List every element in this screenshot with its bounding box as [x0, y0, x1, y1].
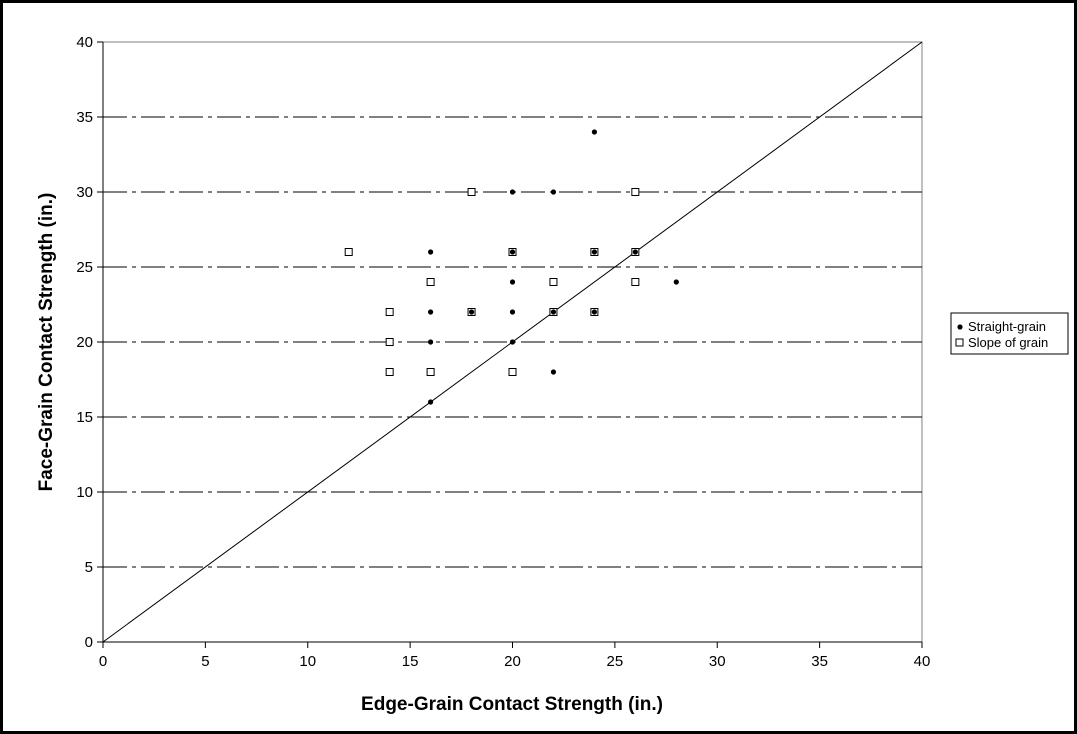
- point-slope-of-grain-7: [549, 278, 558, 286]
- x-tick-label-8: 40: [914, 653, 931, 670]
- x-tick-label-5: 25: [607, 653, 624, 670]
- y-tick-label-5: 25: [76, 259, 93, 276]
- x-tick-label-2: 10: [299, 653, 316, 670]
- point-straight-grain-2: [550, 189, 557, 195]
- point-straight-grain-17: [428, 399, 434, 405]
- legend-box: [950, 312, 1069, 355]
- point-straight-grain-7: [509, 279, 516, 285]
- x-tick-label-4: 20: [504, 653, 521, 670]
- y-axis-title: Face-Grain Contact Strength (in.): [36, 193, 57, 492]
- legend-marker-slope-of-grain: [955, 338, 964, 347]
- x-axis: 0 5 10 15 20 25 30 35 40: [99, 641, 931, 670]
- point-slope-of-grain-9: [385, 308, 394, 316]
- point-slope-of-grain-8: [631, 278, 640, 286]
- point-straight-grain-13: [591, 309, 598, 315]
- point-slope-of-grain-15: [426, 368, 435, 376]
- point-straight-grain-1: [509, 189, 516, 195]
- x-tick-label-0: 0: [99, 653, 107, 670]
- point-straight-grain-10: [468, 309, 475, 315]
- y-tick-label-1: 5: [85, 559, 93, 576]
- legend-label-straight-grain: Straight-grain: [968, 319, 1046, 334]
- x-axis-title: Edge-Grain Contact Strength (in.): [361, 694, 663, 715]
- point-straight-grain-12: [550, 309, 557, 315]
- point-slope-of-grain-1: [631, 188, 640, 196]
- x-tick-label-6: 30: [709, 653, 726, 670]
- y-tick-label-3: 15: [76, 409, 93, 426]
- point-straight-grain-16: [550, 369, 557, 375]
- y-tick-label-4: 20: [76, 334, 93, 351]
- y-tick-label-6: 30: [76, 184, 93, 201]
- point-slope-of-grain-14: [385, 368, 394, 376]
- point-slope-of-grain-0: [467, 188, 476, 196]
- x-tick-label-1: 5: [201, 653, 209, 670]
- point-slope-of-grain-16: [508, 368, 517, 376]
- y-tick-label-0: 0: [85, 634, 93, 651]
- y-tick-label-2: 10: [76, 484, 93, 501]
- point-straight-grain-14: [428, 339, 434, 345]
- point-straight-grain-3: [428, 249, 434, 255]
- point-straight-grain-9: [428, 309, 434, 315]
- point-straight-grain-4: [509, 249, 516, 255]
- point-slope-of-grain-2: [344, 248, 353, 256]
- point-slope-of-grain-6: [426, 278, 435, 286]
- point-slope-of-grain-13: [385, 338, 394, 346]
- point-straight-grain-15: [509, 339, 516, 345]
- x-tick-label-7: 35: [811, 653, 828, 670]
- point-straight-grain-6: [632, 249, 638, 255]
- point-straight-grain-0: [591, 129, 598, 135]
- legend: Straight-grain Slope of grain: [950, 312, 1069, 355]
- y-tick-label-7: 35: [76, 109, 93, 126]
- y-axis: 0 5 10 15 20 25 30 35 40: [76, 34, 104, 651]
- x-tick-label-3: 15: [402, 653, 419, 670]
- legend-marker-straight-grain: [957, 324, 963, 330]
- point-straight-grain-11: [509, 309, 516, 315]
- point-straight-grain-5: [591, 249, 598, 255]
- y-tick-label-8: 40: [76, 34, 93, 51]
- legend-label-slope-of-grain: Slope of grain: [968, 335, 1048, 350]
- point-straight-grain-8: [673, 279, 679, 285]
- data-points: [344, 129, 679, 405]
